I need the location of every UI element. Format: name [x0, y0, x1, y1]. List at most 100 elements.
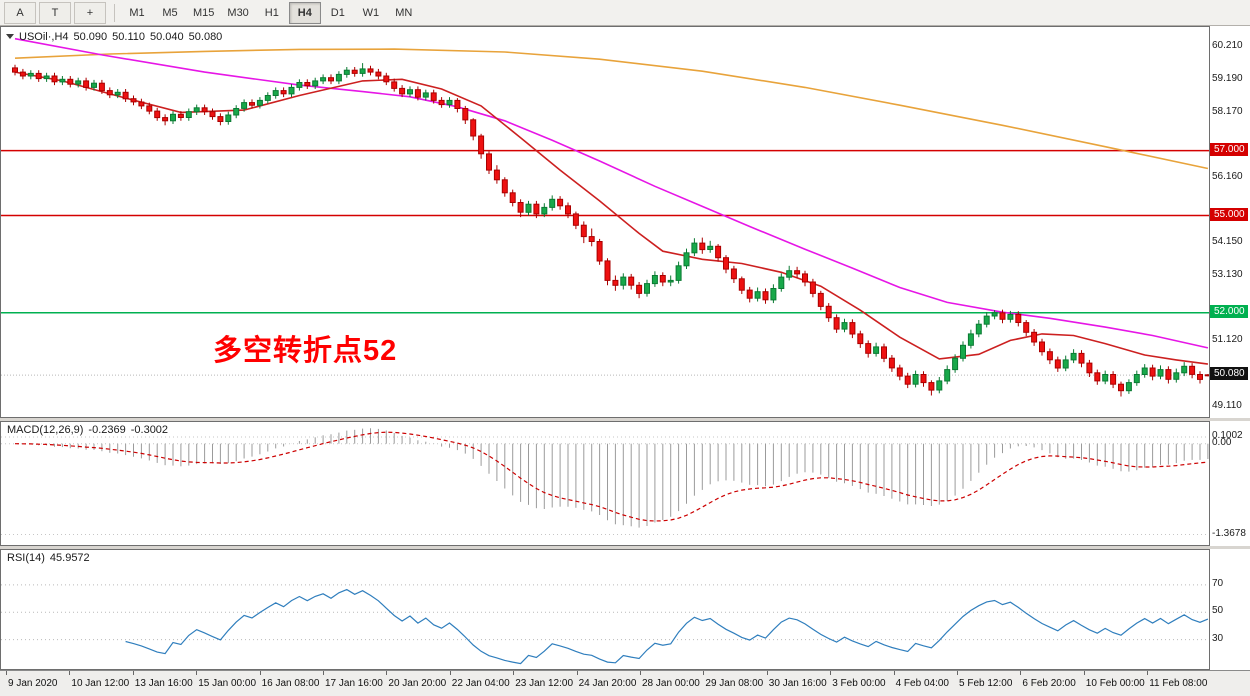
price-axis-label: 58.170 [1212, 105, 1243, 117]
macd-value-signal: -0.3002 [130, 424, 169, 436]
rsi-level-label: 30 [1212, 632, 1224, 644]
price-line-badge: 57.000 [1210, 142, 1248, 156]
macd-panel[interactable]: MACD(12,26,9) -0.2369 -0.3002 [0, 421, 1210, 546]
time-axis-label: 5 Feb 12:00 [959, 678, 1013, 689]
ma-fast-line [14, 71, 1209, 365]
time-axis-label: 16 Jan 08:00 [261, 678, 320, 689]
rsi-label: RSI(14) 45.9572 [7, 552, 90, 564]
price-axis-label: 56.160 [1212, 170, 1243, 182]
time-axis-label: 20 Jan 20:00 [388, 678, 447, 689]
time-tick [1147, 671, 1149, 675]
timeframe-m5-button[interactable]: M5 [162, 6, 178, 19]
time-axis-label: 13 Jan 16:00 [134, 678, 193, 689]
symbol-marker-icon [6, 34, 14, 43]
time-axis-label: 3 Feb 00:00 [832, 678, 886, 689]
chart-annotation: 多空转折点52 [213, 335, 398, 367]
time-axis[interactable]: 9 Jan 2020 10 Jan 12:00 13 Jan 16:00 15 Jan… [0, 670, 1250, 696]
timeframe-group: M1 M5 M15 M30 H1 H4 D1 W1 MN [121, 1, 420, 24]
time-tick [893, 671, 895, 675]
timeframe-h4-button[interactable]: H4 [288, 1, 321, 24]
rsi-line [125, 588, 1209, 665]
time-axis-label: 29 Jan 08:00 [705, 678, 764, 689]
candlestick-chart[interactable] [1, 27, 1209, 417]
macd-scale-label: 0.1002 [1212, 430, 1243, 441]
rsi-level-label: 70 [1212, 577, 1224, 589]
timeframe-h1-button[interactable]: H1 [264, 6, 279, 19]
timeframe-mn-button[interactable]: MN [395, 6, 413, 19]
timeframe-d1-button[interactable]: D1 [330, 6, 345, 19]
timeframe-m30-button[interactable]: M30 [227, 6, 249, 19]
toolbar: A T + M1 M5 M15 M30 H1 H4 D1 W1 MN [0, 0, 1250, 26]
time-tick [6, 671, 7, 675]
time-tick [69, 671, 71, 675]
price-axis[interactable]: 60.210 59.190 58.170 56.160 54.150 53.130 51.1… [1210, 26, 1250, 418]
time-axis-label: 4 Feb 04:00 [895, 678, 949, 689]
time-tick [323, 671, 324, 675]
macd-scale-label: 0.00 [1212, 436, 1232, 448]
price-axis-label: 59.190 [1212, 72, 1243, 84]
time-tick [513, 671, 515, 675]
time-axis-label: 24 Jan 20:00 [578, 678, 637, 689]
macd-name: MACD(12,26,9) [7, 424, 84, 436]
time-tick [1083, 671, 1085, 675]
ma-slow-line [14, 48, 1209, 170]
price-line-badge: 52.000 [1210, 304, 1248, 318]
time-tick [703, 671, 705, 675]
ohlc-open: 50.090 [73, 30, 108, 43]
price-axis-label: 60.210 [1212, 39, 1243, 51]
time-tick [449, 671, 451, 675]
time-tick [640, 671, 641, 675]
price-axis-label: 49.110 [1212, 399, 1242, 411]
timeframe-m15-button[interactable]: M15 [193, 6, 215, 19]
time-axis-label: 6 Feb 20:00 [1022, 678, 1076, 689]
time-tick [1020, 671, 1022, 675]
time-tick [132, 671, 134, 675]
rsi-axis[interactable]: 70 50 30 [1210, 549, 1250, 670]
time-axis-label: 10 Feb 00:00 [1085, 678, 1145, 689]
ohlc-low: 50.040 [150, 30, 184, 43]
time-axis-label: 23 Jan 12:00 [515, 678, 574, 689]
price-axis-label: 51.120 [1212, 334, 1243, 346]
macd-value-main: -0.2369 [88, 424, 126, 436]
rsi-name: RSI(14) [7, 552, 45, 564]
timeframe-m1-button[interactable]: M1 [129, 6, 145, 19]
macd-label: MACD(12,26,9) -0.2369 -0.3002 [7, 424, 168, 436]
cursor-tool-button[interactable]: A [4, 1, 36, 24]
text-tool-button[interactable]: T [39, 1, 71, 24]
time-axis-label: 28 Jan 00:00 [642, 678, 700, 689]
time-axis-label: 9 Jan 2020 [8, 678, 58, 689]
toolbar-separator [114, 3, 115, 22]
time-tick [957, 671, 958, 675]
price-axis-label: 53.130 [1212, 269, 1243, 281]
rsi-value: 45.9572 [49, 552, 90, 564]
price-chart-panel[interactable]: USOil·,H4 50.090 50.110 50.040 50.080 多空… [0, 26, 1210, 418]
ohlc-close: 50.080 [188, 30, 223, 43]
time-axis-label: 22 Jan 04:00 [451, 678, 510, 689]
rsi-chart[interactable] [1, 550, 1209, 669]
current-price-badge: 50.080 [1210, 367, 1248, 381]
ma-mid-line [14, 37, 1209, 349]
crosshair-tool-button[interactable]: + [74, 1, 106, 24]
tools-group: A T + [4, 1, 108, 24]
timeframe-w1-button[interactable]: W1 [362, 6, 380, 19]
time-tick [766, 671, 768, 675]
time-tick [386, 671, 388, 675]
time-tick [830, 671, 832, 675]
chart-title: USOil·,H4 50.090 50.110 50.040 50.080 [6, 30, 222, 43]
macd-axis[interactable]: 0.1002 0.00 -1.3678 [1210, 421, 1250, 546]
time-axis-label: 15 Jan 00:00 [198, 678, 257, 689]
time-axis-label: 30 Jan 16:00 [768, 678, 827, 689]
price-axis-label: 54.150 [1212, 236, 1243, 248]
time-axis-label: 11 Feb 08:00 [1149, 678, 1208, 689]
time-tick [576, 671, 578, 675]
time-tick [196, 671, 198, 675]
price-line-badge: 55.000 [1210, 207, 1248, 221]
time-axis-label: 17 Jan 16:00 [325, 678, 383, 689]
macd-chart[interactable] [1, 422, 1209, 545]
rsi-panel[interactable]: RSI(14) 45.9572 [0, 549, 1210, 670]
time-tick [259, 671, 261, 675]
macd-scale-label: -1.3678 [1212, 527, 1246, 539]
rsi-level-label: 50 [1212, 605, 1224, 617]
symbol-period: USOil·,H4 [19, 30, 69, 43]
